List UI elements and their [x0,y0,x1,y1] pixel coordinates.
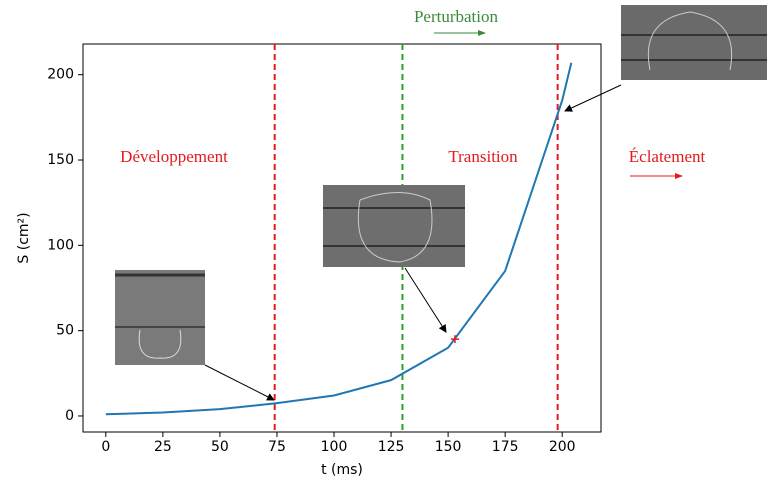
y-tick-label: 100 [47,237,74,253]
plot-frame [82,43,602,433]
annotation: Éclatement [629,147,706,166]
annotation: Perturbation [414,7,499,26]
x-axis-label: t (ms) [321,462,363,478]
y-axis-label: S (cm²) [16,212,32,263]
annotation-arrow [564,84,622,112]
marker [450,335,459,344]
x-tick-label: 25 [154,439,172,455]
x-tick-label: 150 [435,439,462,455]
y-tick-label: 0 [65,408,74,424]
x-tick-label: 175 [492,439,519,455]
annotation: Transition [448,147,518,166]
x-tick-label: 50 [211,439,229,455]
x-tick-label: 125 [378,439,405,455]
y-tick-label: 50 [56,323,74,339]
y-tick-label: 200 [47,67,74,83]
annotation-arrow [204,364,275,401]
annotation-arrow [404,267,447,333]
x-tick-label: 200 [549,439,576,455]
y-tick-label: 150 [47,152,74,168]
plot-layer: 0 25 50 75 100 125 150 175 200 0 50 100 150 200 [47,44,576,455]
inset-image [323,185,465,267]
inset-image [621,5,767,80]
inset-image [115,270,205,365]
x-tick-label: 75 [268,439,286,455]
line-series [105,62,573,416]
annotation: Développement [120,147,228,166]
x-tick-label: 0 [101,439,110,455]
x-tick-label: 100 [321,439,348,455]
